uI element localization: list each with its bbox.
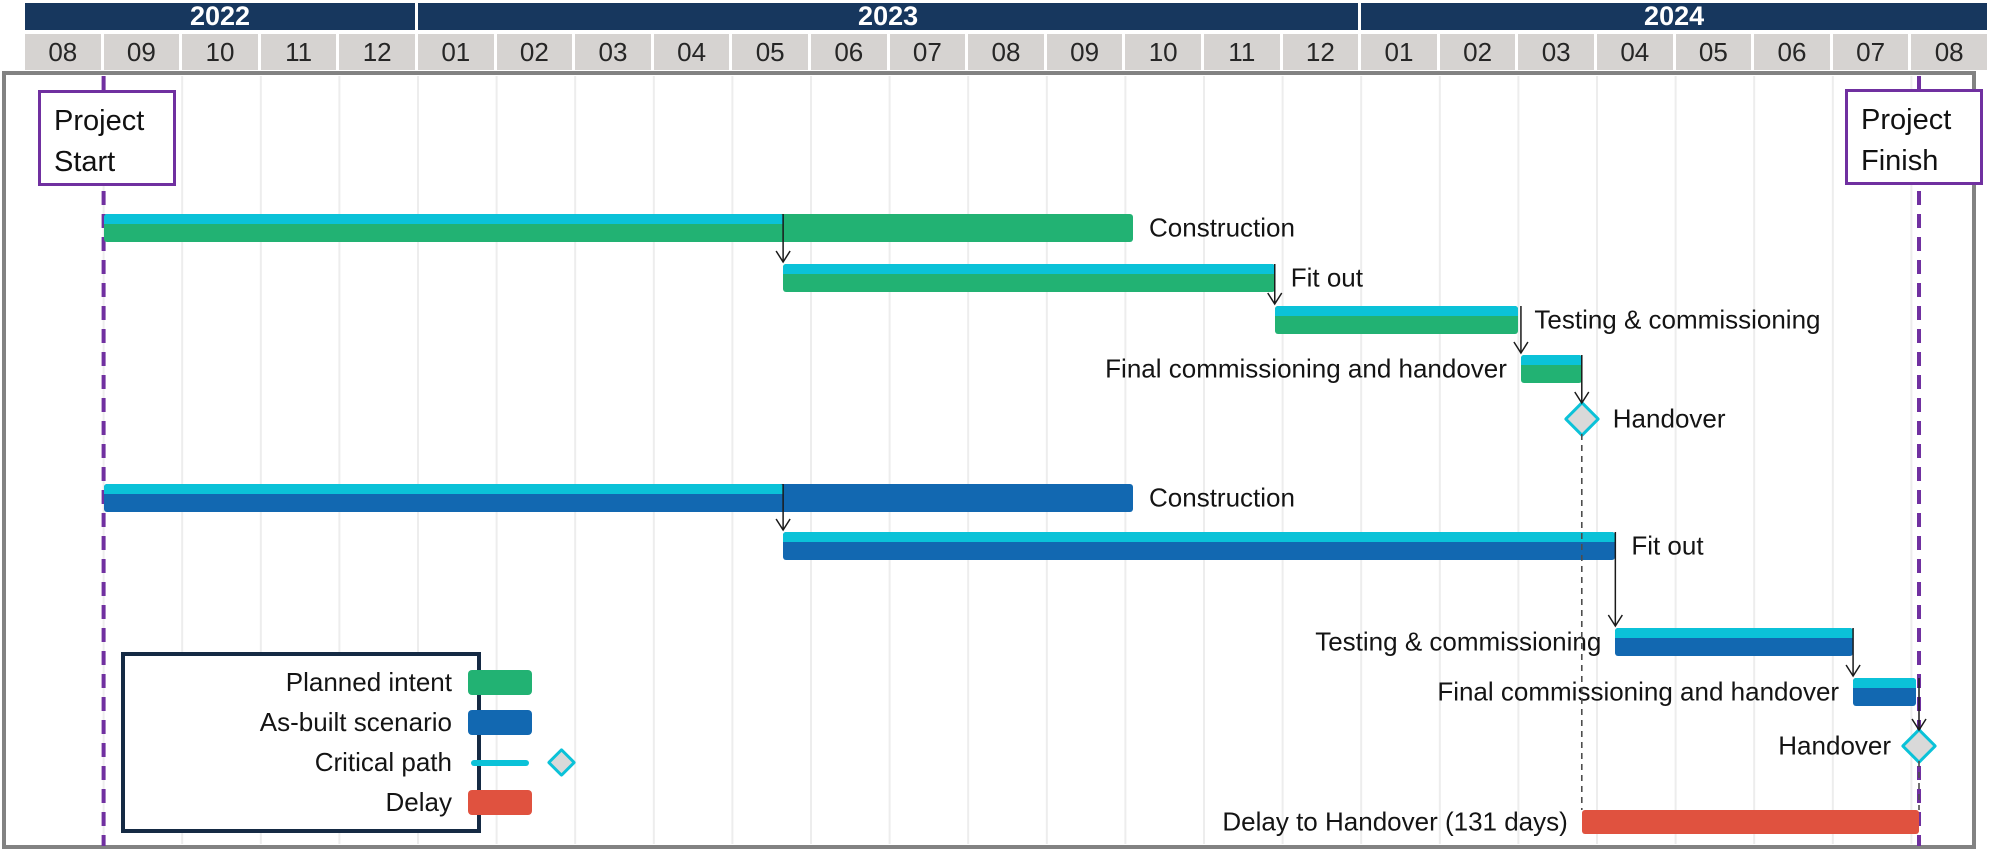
month-cell-2023-02: 02 — [496, 34, 573, 70]
month-cell-2024-06: 06 — [1754, 34, 1830, 70]
month-cell-2024-05: 05 — [1675, 34, 1752, 70]
task-label-testing-commissioning-planned: Testing & commissioning — [1534, 304, 1821, 335]
critical-path-strip — [1853, 678, 1917, 688]
task-bar-final-commissioning-and-handover-planned — [1520, 355, 1582, 383]
task-bar-testing-commissioning-planned — [1274, 306, 1519, 334]
milestone-handover-asbuilt — [1900, 727, 1938, 765]
month-cell-2022-09: 09 — [103, 34, 180, 70]
legend-label-delay: Delay — [385, 787, 452, 817]
critical-path-strip — [1274, 306, 1519, 316]
planned-intent-swatch — [468, 670, 532, 695]
task-label-handover-planned: Handover — [1612, 403, 1726, 434]
critical-path-strip — [783, 532, 1616, 542]
month-cell-2022-12: 12 — [339, 34, 415, 70]
critical-path-strip — [103, 484, 784, 494]
month-cell-2022-08: 08 — [25, 34, 101, 70]
month-cell-2023-01: 01 — [418, 34, 494, 70]
month-cell-2022-11: 11 — [260, 34, 337, 70]
month-cell-2024-03: 03 — [1518, 34, 1594, 70]
project-finish-label: Project Finish — [1861, 104, 1952, 178]
project-start-box: Project Start — [38, 90, 176, 186]
critical-path-strip — [783, 264, 1275, 274]
month-cell-2023-05: 05 — [732, 34, 808, 70]
task-bar-testing-commissioning-asbuilt — [1615, 628, 1854, 656]
task-label-final-commissioning-and-handover-planned: Final commissioning and handover — [1105, 353, 1507, 384]
year-band-2022: 2022 — [25, 3, 415, 30]
task-bar-construction-asbuilt — [103, 484, 1133, 512]
year-band-2023: 2023 — [418, 3, 1359, 30]
critical-path-strip — [103, 214, 784, 224]
milestone-handover-planned — [1563, 400, 1601, 438]
task-bar-construction-planned — [103, 214, 1133, 242]
month-cell-2024-04: 04 — [1597, 34, 1673, 70]
month-cell-2024-02: 02 — [1439, 34, 1516, 70]
legend-label-as-built: As-built scenario — [259, 707, 452, 737]
month-cell-2023-09: 09 — [1046, 34, 1123, 70]
month-cell-2023-03: 03 — [575, 34, 651, 70]
delay-swatch — [468, 790, 532, 815]
as-built-swatch — [468, 710, 532, 735]
year-band-2024: 2024 — [1361, 3, 1987, 30]
legend: Planned intent As-built scenario Critica… — [121, 652, 577, 833]
month-cell-2023-07: 07 — [889, 34, 966, 70]
legend-label-planned-intent: Planned intent — [285, 667, 452, 697]
legend-row-planned-intent: Planned intent — [125, 667, 532, 698]
task-label-delay-to-handover-131-days-delay: Delay to Handover (131 days) — [1222, 806, 1568, 837]
task-label-fit-out-planned: Fit out — [1290, 262, 1363, 293]
month-cell-2023-10: 10 — [1125, 34, 1201, 70]
legend-label-critical-path: Critical path — [314, 747, 452, 777]
task-bar-delay-to-handover-131-days-delay — [1581, 810, 1919, 834]
critical-path-strip — [1615, 628, 1854, 638]
month-cell-2022-10: 10 — [182, 34, 258, 70]
month-cell-2023-12: 12 — [1282, 34, 1359, 70]
plot-frame — [2, 71, 1976, 849]
critical-path-strip — [1520, 355, 1582, 365]
task-label-testing-commissioning-asbuilt: Testing & commissioning — [1315, 626, 1602, 657]
task-bar-final-commissioning-and-handover-asbuilt — [1853, 678, 1917, 706]
project-finish-box: Project Finish — [1845, 89, 1983, 185]
task-bar-fit-out-asbuilt — [783, 532, 1616, 560]
legend-row-delay: Delay — [125, 787, 532, 818]
month-cell-2024-07: 07 — [1832, 34, 1909, 70]
task-label-construction-asbuilt: Construction — [1149, 482, 1295, 513]
task-label-fit-out-asbuilt: Fit out — [1631, 530, 1704, 561]
critical-path-line-swatch — [471, 759, 529, 766]
month-cell-2023-11: 11 — [1204, 34, 1280, 70]
legend-row-as-built: As-built scenario — [125, 707, 532, 738]
task-label-final-commissioning-and-handover-asbuilt: Final commissioning and handover — [1437, 676, 1840, 707]
project-start-label: Project Start — [54, 105, 145, 179]
task-bar-fit-out-planned — [783, 264, 1275, 292]
task-label-construction-planned: Construction — [1149, 212, 1295, 243]
month-cell-2023-08: 08 — [968, 34, 1044, 70]
month-cell-2024-08: 08 — [1911, 34, 1987, 70]
month-cell-2023-04: 04 — [653, 34, 730, 70]
legend-row-critical-path: Critical path — [125, 747, 577, 778]
task-label-handover-asbuilt: Handover — [1778, 730, 1892, 761]
month-cell-2023-06: 06 — [811, 34, 887, 70]
month-cell-2024-01: 01 — [1361, 34, 1437, 70]
